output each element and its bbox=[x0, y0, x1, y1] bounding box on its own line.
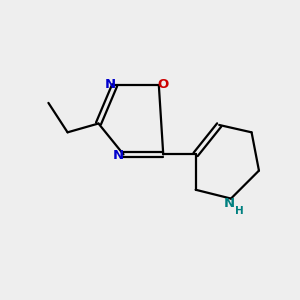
Text: O: O bbox=[158, 78, 169, 91]
Text: H: H bbox=[235, 206, 244, 216]
Text: N: N bbox=[224, 197, 235, 210]
Text: N: N bbox=[105, 78, 116, 91]
Text: N: N bbox=[112, 149, 124, 162]
